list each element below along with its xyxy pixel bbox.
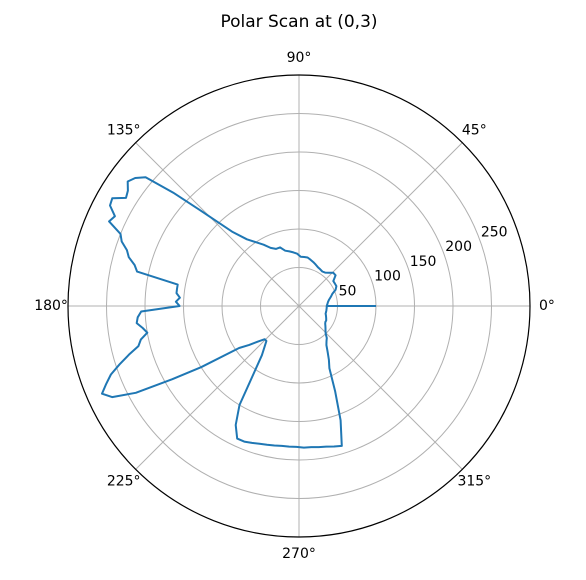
polar-frame xyxy=(67,74,531,538)
radial-tick-label-250: 250 xyxy=(481,224,508,240)
angular-gridline-135 xyxy=(135,142,300,307)
angle-tick-label-0: 0° xyxy=(539,298,555,314)
scan-series-line xyxy=(101,176,376,449)
angle-tick-label-180: 180° xyxy=(34,298,68,314)
label-layer: 0° 45° 90° 135° 180° 225° 270° 315° 50 100 150 200 2… xyxy=(34,50,555,562)
series-layer xyxy=(101,176,376,449)
angle-tick-label-315: 315° xyxy=(457,473,491,489)
radial-tick-label-100: 100 xyxy=(374,269,401,285)
radial-tick-label-150: 150 xyxy=(410,254,437,270)
angular-gridline-315 xyxy=(298,305,463,470)
chart-title: Polar Scan at (0,3) xyxy=(220,12,378,32)
frame-layer xyxy=(67,74,531,538)
grid-layer xyxy=(68,75,530,537)
angle-tick-label-135: 135° xyxy=(107,123,141,139)
angle-tick-label-225: 225° xyxy=(107,473,141,489)
angle-tick-label-45: 45° xyxy=(462,123,487,139)
angle-tick-label-270: 270° xyxy=(282,546,316,562)
angular-gridline-225 xyxy=(135,305,300,470)
radial-tick-label-50: 50 xyxy=(339,283,357,299)
angle-tick-label-90: 90° xyxy=(287,50,312,66)
angular-gridline-45 xyxy=(298,142,463,307)
radial-tick-label-200: 200 xyxy=(445,239,472,255)
